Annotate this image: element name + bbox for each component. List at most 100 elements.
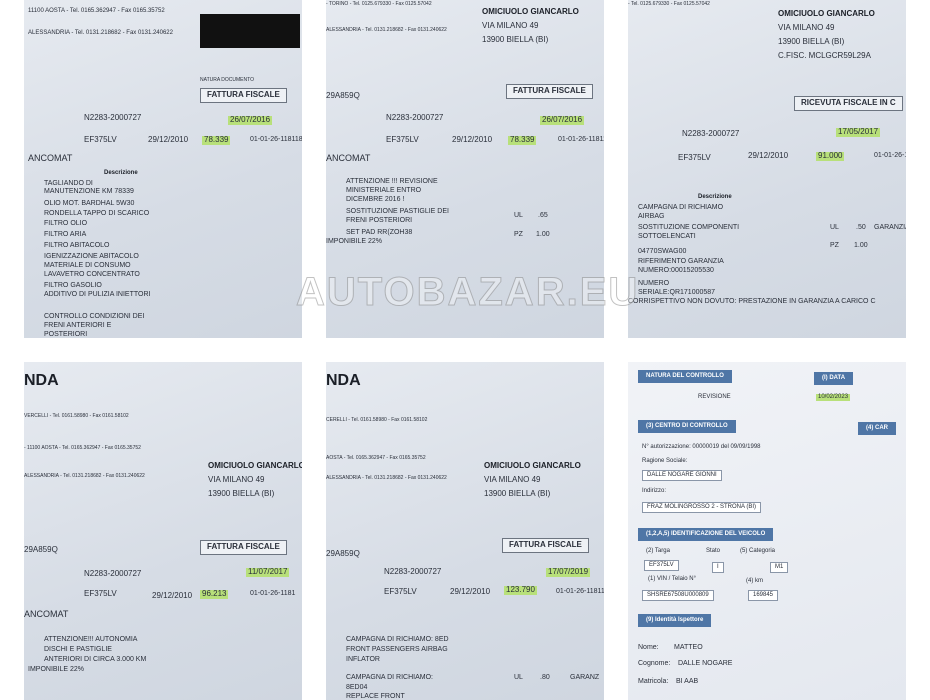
document-text: ATTENZIONE!!! AUTONOMIA [44, 636, 138, 643]
document-text: ANTERIORI DI CIRCA 3.000 KM [44, 656, 147, 663]
document-text: N2283-2000727 [84, 113, 142, 122]
document-text: FRENI POSTERIORI [346, 217, 413, 224]
document-text: (9) Identità Ispettore [638, 614, 712, 627]
document-text: 26/07/2016 [228, 115, 273, 125]
document-text: CERELLI - Tel. 0161.58980 - Fax 0161.581… [326, 417, 428, 423]
document-text: OMICIUOLO GIANCARLO [484, 461, 581, 470]
document-text: SOSTITUZIONE COMPONENTI [638, 224, 740, 231]
document-text: (4) CAR [858, 422, 896, 435]
document-text: M1 [770, 562, 789, 573]
document-text: REVISIONE [698, 394, 731, 400]
document-text: TAGLIANDO DI [44, 180, 93, 187]
document-text: VIA MILANO 49 [208, 475, 265, 484]
document-text: 29A859Q [24, 545, 58, 554]
document-text: 1.00 [536, 231, 550, 238]
document-text: Cognome: [638, 660, 671, 667]
document-text: NDA [326, 372, 361, 389]
document-text: (5) Categoria [740, 548, 776, 554]
document-text: UL [830, 224, 839, 231]
invoice-photo: NDA VERCELLI - Tel. 0161.58980 - Fax 0161… [24, 362, 302, 700]
document-text: 78.339 [508, 135, 537, 145]
document-text: Stato [706, 548, 721, 554]
document-text: FRENI ANTERIORI E [44, 322, 112, 329]
document-text: IGENIZZAZIONE ABITACOLO [44, 253, 139, 260]
document-text: VIA MILANO 49 [484, 475, 541, 484]
document-text: 13900 BIELLA (BI) [482, 35, 549, 44]
document-text: FRONT PASSENGERS AIRBAG [346, 646, 448, 653]
document-text: SHSRE67508U000809 [642, 590, 714, 601]
document-text: 123.790 [504, 585, 537, 595]
document-text: INFLATOR [346, 656, 380, 663]
document-text: EF375LV [386, 135, 419, 144]
document-text: 29/12/2010 [452, 135, 493, 144]
document-text: BI AAB [676, 678, 699, 685]
document-text: REPLACE FRONT [346, 693, 405, 700]
document-text: ALESSANDRIA - Tel. 0131.218682 - Fax 013… [326, 27, 447, 33]
document-text: OMICIUOLO GIANCARLO [208, 461, 302, 470]
document-text: IMPONIBILE 22% [28, 666, 85, 673]
document-text: 10/02/2023 [816, 394, 851, 401]
document-text: IMPONIBILE 22% [326, 238, 383, 245]
document-text: EF375LV [678, 153, 711, 162]
invoice-photo: 11100 AOSTA - Tel. 0165.362947 - Fax 016… [24, 0, 302, 338]
document-text: - TORINO - Tel. 0125.679330 - Fax 0125.5… [326, 1, 432, 7]
document-text: NATURA DEL CONTROLLO [638, 370, 732, 383]
document-text: .50 [856, 224, 866, 231]
document-text: (1) VIN / Telaio N° [648, 576, 696, 582]
document-text: UL [514, 212, 523, 219]
document-text: GARANZ [570, 674, 600, 681]
document-text: VIA MILANO 49 [778, 23, 835, 32]
document-text: 8ED04 [346, 684, 368, 691]
document-text: ALESSANDRIA - Tel. 0131.218682 - Fax 013… [28, 30, 173, 36]
document-text: AIRBAG [638, 213, 665, 220]
document-text: FILTRO ABITACOLO [44, 242, 110, 249]
document-text: ALESSANDRIA - Tel. 0131.218682 - Fax 013… [24, 473, 145, 479]
document-text: Nome: [638, 644, 659, 651]
document-text: DALLE NOGARE [678, 660, 733, 667]
document-text: 01-01-26-118118 [250, 136, 302, 143]
document-text: VIA MILANO 49 [482, 21, 539, 30]
document-text: UL [514, 674, 523, 681]
document-text: N2283-2000727 [384, 567, 442, 576]
document-text: VERCELLI - Tel. 0161.58980 - Fax 0161.58… [24, 413, 129, 419]
document-text: OMICIUOLO GIANCARLO [482, 7, 579, 16]
document-text: 29A859Q [326, 91, 360, 100]
document-text: N2283-2000727 [386, 113, 444, 122]
document-text: 13900 BIELLA (BI) [778, 37, 845, 46]
watermark: AUTOBAZAR.EU [295, 270, 640, 315]
document-text: FRAZ MOLINGROSSO 2 - STRONA (BI) [642, 502, 762, 513]
document-text: (4) km [746, 578, 763, 584]
invoice-photo: - Tel. 0125.679330 - Fax 0125.57042 OMICI… [628, 0, 906, 338]
document-text: CORRISPETTIVO NON DOVUTO: PRESTAZIONE IN… [628, 298, 876, 305]
document-text: 04770SWAG00 [638, 248, 687, 255]
document-text: PZ [514, 231, 523, 238]
document-text: EF375LV [644, 560, 679, 571]
document-text: NDA [24, 372, 59, 389]
document-text: 01-01-26-11811 [558, 136, 604, 143]
document-text: CAMPAGNA DI RICHIAMO: [346, 674, 433, 681]
document-text: Descrizione [698, 194, 732, 200]
document-text: ANCOMAT [326, 153, 371, 163]
document-text: MATTEO [674, 644, 703, 651]
document-text: DALLE NOGARE GIONNI [642, 470, 722, 481]
document-text: CAMPAGNA DI RICHIAMO [638, 204, 724, 211]
document-text: 29/12/2010 [748, 151, 789, 160]
document-text: 11/07/2017 [246, 567, 290, 577]
document-text: AOSTA - Tel. 0165.362947 - Fax 0165.3575… [326, 455, 426, 461]
document-text: CAMPAGNA DI RICHIAMO: 8ED [346, 636, 449, 643]
document-text: NUMERO [638, 280, 670, 287]
document-text: GARANZIA [874, 224, 906, 231]
document-text: 11100 AOSTA - Tel. 0165.362947 - Fax 016… [28, 8, 165, 14]
document-text: ALESSANDRIA - Tel. 0131.218682 - Fax 013… [326, 475, 447, 481]
document-text: C.FISC. MCLGCR59L29A [778, 51, 871, 60]
document-text: ANCOMAT [24, 609, 69, 619]
document-text: MANUTENZIONE KM 78339 [44, 188, 134, 195]
document-text: N2283-2000727 [682, 129, 740, 138]
document-text: ADDITIVO DI PULIZIA INIETTORI [44, 291, 151, 298]
document-text: 01-01-26-11811 [556, 588, 604, 595]
document-text: 91.000 [816, 151, 845, 161]
document-text: 96.213 [200, 589, 229, 599]
document-text: NUMERO:00015205530 [638, 267, 714, 274]
redaction [200, 14, 300, 48]
document-text: 29/12/2010 [152, 591, 193, 600]
